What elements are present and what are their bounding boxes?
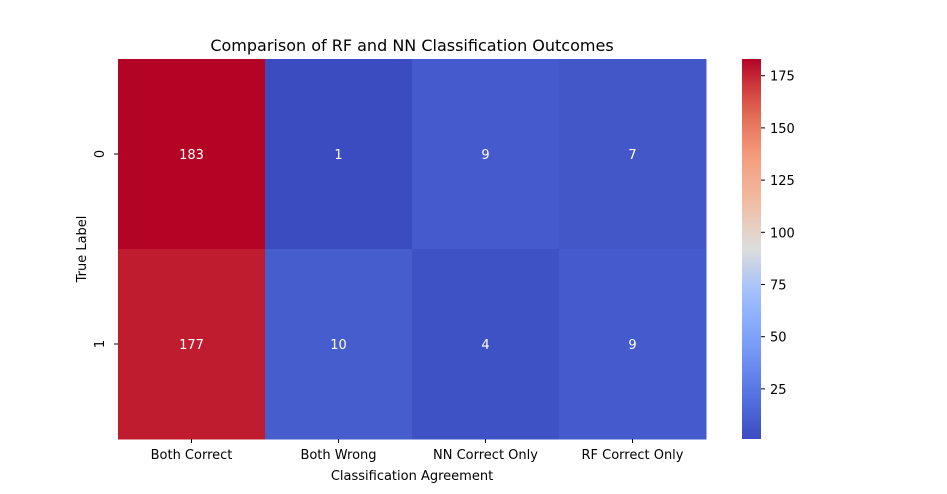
heatmap-cells: 183 1 9 7 177 10 4 9 [118, 59, 707, 440]
heatmap-cell [412, 249, 560, 440]
cell-value-label: 9 [481, 148, 489, 163]
y-axis-label: True Label [75, 216, 90, 284]
y-axis-ticks: 01 [93, 150, 118, 348]
x-axis-label: Classification Agreement [331, 469, 493, 484]
colorbar [742, 59, 761, 439]
x-axis-ticks: Both Correct Both Wrong NN Correct Only RF … [151, 439, 684, 463]
heatmap-cell [118, 249, 266, 440]
colorbar-tick-label: 175 [770, 70, 795, 85]
chart-title: Comparison of RF and NN Classification O… [210, 36, 613, 55]
heatmap-cell [559, 59, 707, 250]
colorbar-ticks: 25 50 75 100 125 150 175 [761, 70, 795, 398]
cell-value-label: 183 [179, 148, 204, 163]
heatmap-cell [265, 249, 413, 440]
heatmap-cell [118, 59, 266, 250]
x-tick-label: NN Correct Only [433, 448, 538, 463]
heatmap-cell [265, 59, 413, 250]
x-tick-label: Both Wrong [300, 448, 376, 463]
x-tick-label: Both Correct [151, 448, 233, 463]
y-tick-label: 0 [93, 150, 108, 158]
colorbar-tick-label: 75 [770, 278, 787, 293]
heatmap-cell [559, 249, 707, 440]
colorbar-tick-label: 25 [770, 383, 787, 398]
cell-value-label: 177 [179, 338, 204, 353]
cell-value-label: 9 [628, 338, 636, 353]
colorbar-tick-label: 125 [770, 174, 795, 189]
colorbar-tick-label: 50 [770, 331, 787, 346]
cell-value-label: 1 [334, 148, 342, 163]
x-tick-label: RF Correct Only [581, 448, 683, 463]
heatmap-cell [412, 59, 560, 250]
y-tick-label: 1 [93, 340, 108, 348]
colorbar-tick-label: 100 [770, 226, 795, 241]
cell-value-label: 4 [481, 338, 489, 353]
cell-value-label: 7 [628, 148, 636, 163]
colorbar-tick-label: 150 [770, 122, 795, 137]
cell-value-label: 10 [330, 338, 347, 353]
